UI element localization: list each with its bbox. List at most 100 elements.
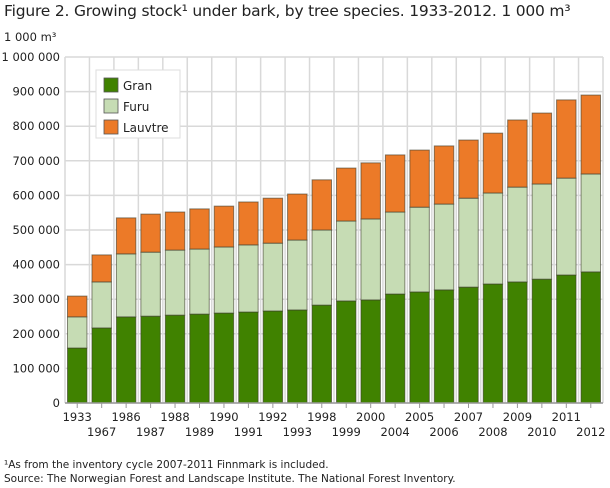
y-tick-label: 1 000 000	[1, 50, 60, 64]
bar-gran-2006	[433, 289, 455, 404]
y-tick-label: 0	[53, 396, 60, 410]
x-tick-label: 2008	[478, 425, 507, 439]
bar-furu-1999	[336, 220, 357, 302]
bar-furu-1988	[164, 249, 186, 316]
bar-furu-2007	[458, 197, 479, 288]
bar-gran-2000	[360, 299, 381, 404]
bar-gran-2011	[556, 274, 577, 404]
bar-gran-1988	[164, 314, 186, 404]
bar-lauvtre-1991	[238, 201, 259, 246]
x-tick-label: 2005	[405, 410, 434, 424]
bar-lauvtre-2005	[409, 149, 430, 208]
bar-furu-1986	[115, 253, 137, 318]
y-tick-label: 100 000	[12, 361, 60, 375]
x-tick-label: 1991	[234, 425, 263, 439]
bar-furu-2012	[580, 173, 602, 273]
y-tick-label: 300 000	[12, 292, 60, 306]
bar-gran-2005	[409, 291, 430, 404]
bar-furu-1967	[91, 281, 112, 329]
bar-furu-2011	[556, 177, 577, 276]
bar-furu-1933	[67, 316, 88, 349]
bar-gran-1986	[115, 316, 137, 404]
legend-label-furu: Furu	[123, 100, 149, 114]
y-tick-label: 200 000	[12, 327, 60, 341]
y-tick-label: 400 000	[12, 258, 60, 272]
x-tick-label: 1992	[258, 410, 287, 424]
bar-gran-2012	[580, 271, 602, 404]
bar-gran-1992	[262, 310, 284, 404]
y-tick-label: 500 000	[12, 223, 60, 237]
y-axis-label: 1 000 m³	[4, 30, 57, 44]
y-tick-label: 600 000	[12, 188, 60, 202]
bar-lauvtre-1999	[336, 167, 357, 222]
bar-gran-1999	[336, 300, 357, 404]
bar-gran-1989	[189, 313, 210, 404]
bar-furu-1993	[287, 239, 308, 311]
bar-gran-1998	[311, 304, 332, 404]
x-tick-label: 1998	[307, 410, 336, 424]
x-tick-label: 2006	[429, 425, 458, 439]
bar-furu-2008	[482, 192, 504, 285]
x-tick-label: 1986	[111, 410, 140, 424]
bar-gran-2008	[482, 283, 504, 404]
bar-lauvtre-1967	[91, 254, 112, 283]
x-tick-label: 1987	[136, 425, 165, 439]
bar-furu-2009	[507, 186, 528, 283]
bar-lauvtre-1992	[262, 197, 284, 244]
bar-lauvtre-1986	[115, 217, 137, 255]
bar-lauvtre-1998	[311, 179, 332, 231]
x-tick-label: 1990	[209, 410, 238, 424]
bar-furu-2004	[384, 211, 406, 295]
bar-furu-2005	[409, 206, 430, 293]
x-tick-label: 1988	[160, 410, 189, 424]
bar-gran-1991	[238, 311, 259, 404]
y-tick-label: 700 000	[12, 154, 60, 168]
bar-gran-2009	[507, 281, 528, 404]
legend-swatch-furu	[103, 98, 119, 114]
x-tick-label: 1993	[283, 425, 312, 439]
bar-lauvtre-1987	[140, 213, 161, 253]
bar-gran-2007	[458, 286, 479, 404]
bar-furu-2006	[433, 203, 455, 291]
legend-swatch-lauvtre	[103, 119, 119, 135]
bar-lauvtre-1989	[189, 208, 210, 250]
bar-gran-2010	[531, 278, 553, 404]
x-tick-label: 1999	[332, 425, 361, 439]
legend-label-lauvtre: Lauvtre	[123, 121, 169, 135]
x-tick-label: 2012	[576, 425, 605, 439]
bar-lauvtre-2009	[507, 119, 528, 188]
x-tick-label: 2004	[380, 425, 409, 439]
bar-lauvtre-2000	[360, 162, 381, 220]
bar-lauvtre-2006	[433, 145, 455, 205]
y-tick-label: 900 000	[12, 85, 60, 99]
chart-title: Figure 2. Growing stock¹ under bark, by …	[4, 2, 571, 20]
bar-lauvtre-2007	[458, 139, 479, 199]
x-tick-label: 2007	[454, 410, 483, 424]
bar-furu-1991	[238, 244, 259, 313]
x-tick-label: 1933	[63, 410, 92, 424]
footnote-inventory: ¹As from the inventory cycle 2007-2011 F…	[4, 459, 329, 471]
bar-furu-1990	[213, 246, 235, 314]
bar-lauvtre-1988	[164, 211, 186, 251]
bar-gran-2004	[384, 293, 406, 404]
bar-lauvtre-1933	[67, 295, 88, 318]
x-tick-label: 2010	[527, 425, 556, 439]
bar-furu-1992	[262, 242, 284, 312]
bar-furu-2000	[360, 218, 381, 301]
bar-furu-1998	[311, 229, 332, 306]
legend-label-gran: Gran	[123, 79, 152, 93]
bar-gran-1990	[213, 312, 235, 404]
y-tick-label: 800 000	[12, 119, 60, 133]
bar-lauvtre-2008	[482, 132, 504, 194]
bar-furu-1987	[140, 251, 161, 317]
bar-lauvtre-1990	[213, 205, 235, 248]
bar-lauvtre-2010	[531, 112, 553, 185]
bar-lauvtre-2004	[384, 154, 406, 213]
bar-lauvtre-2011	[556, 99, 577, 179]
x-tick-label: 1967	[87, 425, 116, 439]
footnotes: ¹As from the inventory cycle 2007-2011 F…	[4, 458, 456, 486]
bar-lauvtre-1993	[287, 193, 308, 241]
bar-gran-1967	[91, 327, 112, 404]
